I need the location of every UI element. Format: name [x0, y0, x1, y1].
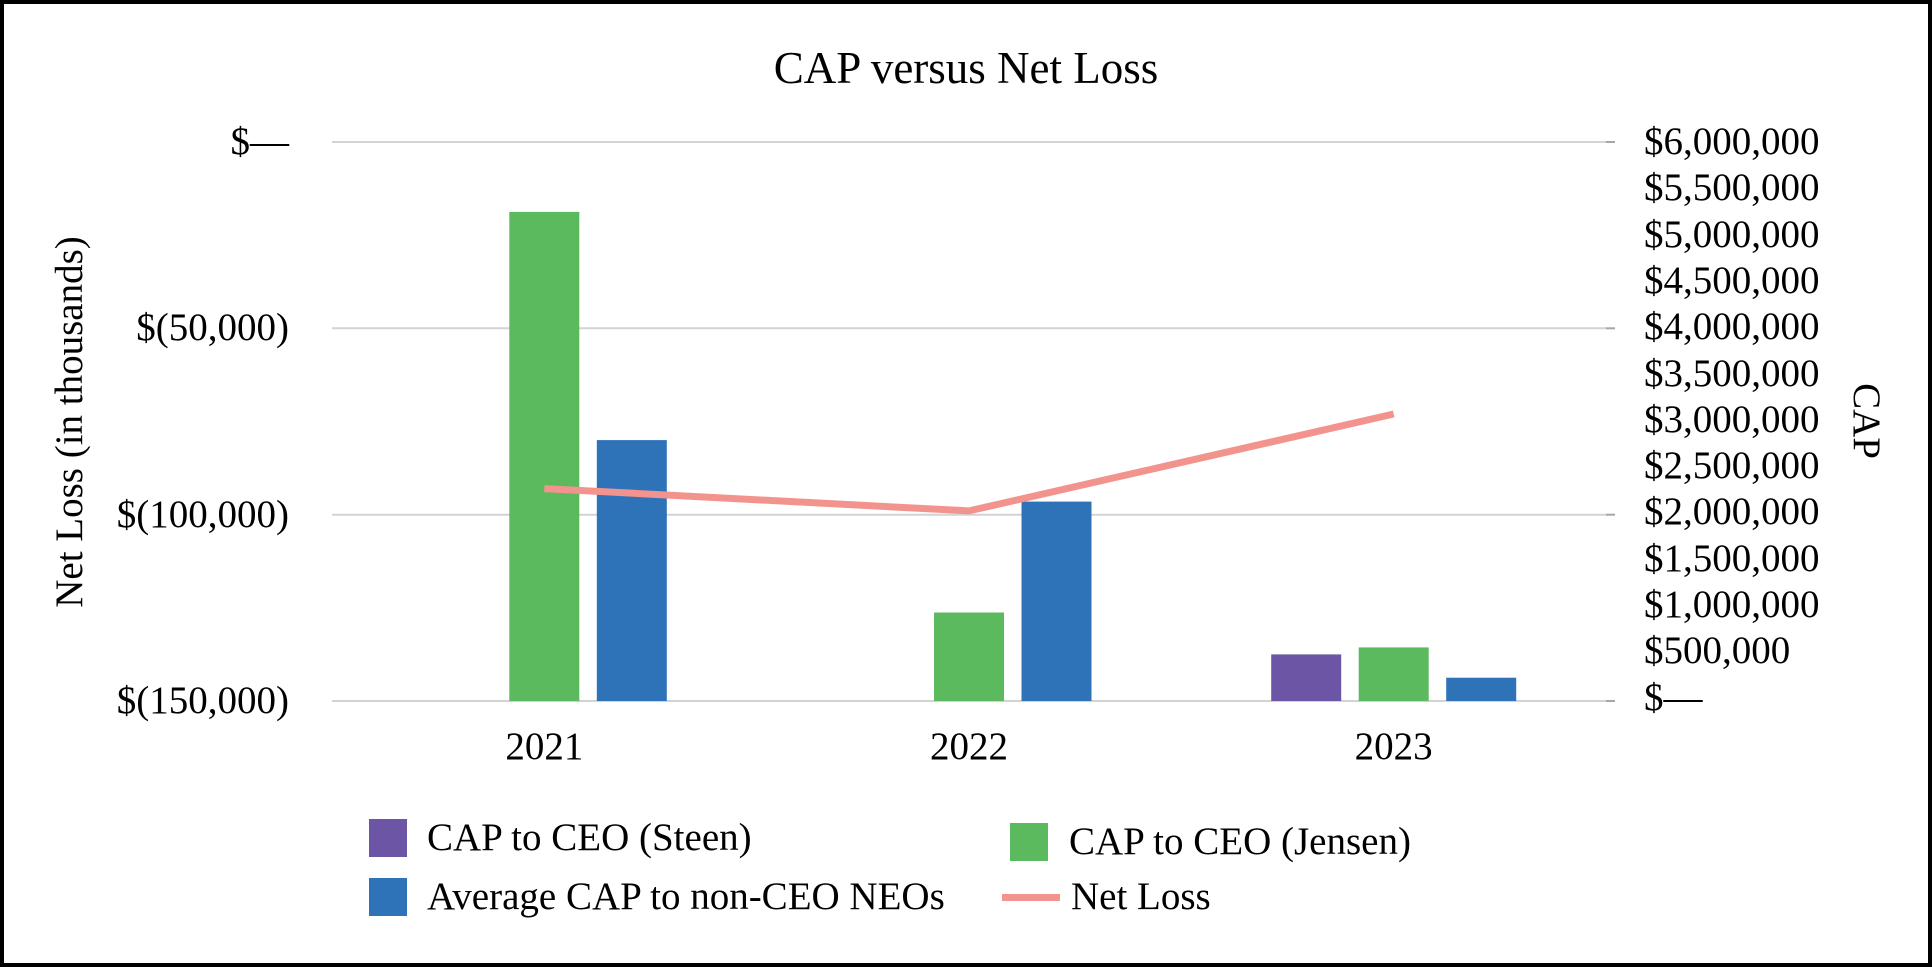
- right-axis-tick: $—: [1644, 675, 1703, 719]
- bar-2022-cap-to-ceo-jensen-: [934, 612, 1004, 701]
- right-axis-tick: $4,500,000: [1644, 258, 1820, 302]
- bar-2022-average-cap-to-non-ceo-neos: [1021, 501, 1092, 701]
- net-loss-line: [544, 410, 1395, 515]
- right-axis-tick: $500,000: [1644, 629, 1791, 673]
- right-axis-tick: $4,000,000: [1644, 305, 1820, 349]
- x-axis-label-2021: 2021: [505, 725, 584, 768]
- right-axis-title: CAP: [1845, 383, 1888, 459]
- right-axis-tick: $1,500,000: [1644, 536, 1820, 580]
- left-axis-title: Net Loss (in thousands): [48, 236, 91, 608]
- legend-swatch-avg-cap-neo: [369, 878, 407, 916]
- legend-label-cap-ceo-jensen: CAP to CEO (Jensen): [1069, 820, 1411, 863]
- legend-swatch-cap-ceo-steen: [369, 819, 407, 857]
- bar-2021-average-cap-to-non-ceo-neos: [596, 440, 667, 701]
- bar-2021-cap-to-ceo-jensen-: [509, 211, 580, 701]
- legend-label-cap-ceo-steen: CAP to CEO (Steen): [427, 816, 752, 859]
- chart-title: CAP versus Net Loss: [773, 43, 1159, 93]
- legend-label-avg-cap-neo: Average CAP to non-CEO NEOs: [427, 875, 945, 918]
- bar-2023-average-cap-to-non-ceo-neos: [1446, 677, 1517, 701]
- legend-swatch-net-loss-line: [1002, 894, 1060, 901]
- right-axis-tick: $3,500,000: [1644, 351, 1820, 395]
- right-axis-tick: $2,500,000: [1644, 444, 1820, 488]
- legend-label-net-loss: Net Loss: [1071, 875, 1211, 918]
- left-axis-tick: $(50,000): [136, 306, 289, 350]
- right-axis-tick: $6,000,000: [1644, 120, 1820, 163]
- left-axis-tick: $(150,000): [116, 679, 289, 722]
- right-axis-tick: $5,500,000: [1644, 166, 1820, 210]
- right-axis-tick: $1,000,000: [1644, 583, 1820, 626]
- x-axis-label-2022: 2022: [930, 725, 1008, 768]
- right-axis-tick: $2,000,000: [1644, 490, 1820, 534]
- chart-canvas: [332, 141, 1615, 702]
- bar-2023-cap-to-ceo-steen-: [1271, 654, 1342, 701]
- left-axis-tick: $—: [230, 120, 290, 163]
- right-axis-tick: $3,000,000: [1644, 397, 1820, 441]
- bar-2023-cap-to-ceo-jensen-: [1358, 647, 1429, 701]
- x-axis-label-2023: 2023: [1354, 725, 1433, 768]
- right-axis-tick: $5,000,000: [1644, 212, 1820, 256]
- legend-swatch-cap-ceo-jensen: [1010, 823, 1048, 861]
- left-axis-tick: $(100,000): [116, 492, 289, 536]
